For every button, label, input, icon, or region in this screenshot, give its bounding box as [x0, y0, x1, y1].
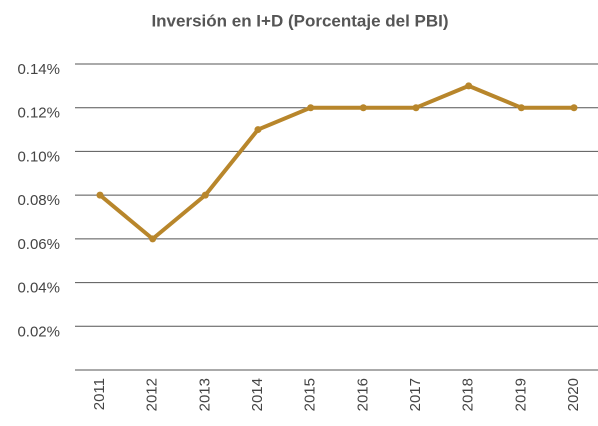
- x-tick-label: 2011: [91, 378, 108, 410]
- data-line: [98, 83, 574, 241]
- y-tick-label: 0.12%: [17, 105, 60, 122]
- x-tick-label: 2017: [407, 378, 424, 411]
- x-tick-label: 2020: [565, 378, 582, 411]
- y-tick-label: 0.02%: [17, 323, 60, 340]
- x-tick-label: 2012: [144, 378, 161, 411]
- x-tick-label: 2016: [354, 378, 371, 411]
- x-tick-label: 2015: [302, 378, 319, 411]
- x-tick-label: 2013: [196, 378, 213, 411]
- data-point: [412, 104, 420, 112]
- data-point: [149, 235, 157, 243]
- y-tick-label: 0.08%: [17, 192, 60, 209]
- y-tick-label: 0.04%: [17, 280, 60, 297]
- data-point: [517, 104, 525, 112]
- x-tick-label: 2014: [249, 378, 266, 411]
- y-tick-label: 0.10%: [17, 148, 60, 165]
- data-point: [465, 82, 473, 90]
- x-tick-label: 2019: [512, 378, 529, 411]
- chart-title: Inversión en I+D (Porcentaje del PBI): [151, 11, 448, 30]
- data-point: [359, 104, 367, 112]
- data-point: [307, 104, 315, 112]
- data-point: [201, 191, 209, 199]
- y-tick-label: 0.14%: [17, 61, 60, 78]
- data-point: [570, 104, 578, 112]
- y-tick-label: 0.06%: [17, 236, 60, 253]
- data-point: [96, 191, 104, 199]
- data-point: [254, 126, 262, 134]
- x-tick-label: 2018: [460, 378, 477, 411]
